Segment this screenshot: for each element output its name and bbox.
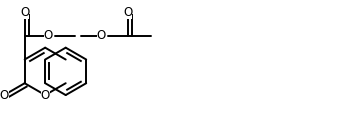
Text: O: O [0,89,9,102]
Text: O: O [123,6,132,19]
Text: O: O [97,29,106,42]
Text: O: O [41,89,50,102]
Text: O: O [20,6,29,19]
Text: O: O [44,29,53,42]
